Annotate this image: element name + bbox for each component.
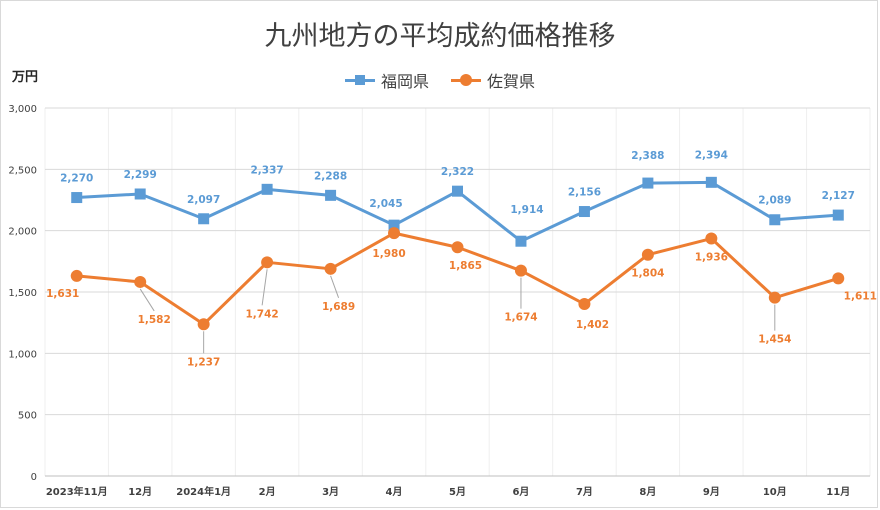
data-label-fukuoka: 2,127 bbox=[822, 190, 855, 202]
legend-item-saga: 佐賀県 bbox=[451, 68, 535, 92]
data-label-fukuoka: 2,322 bbox=[441, 166, 474, 178]
data-point-fukuoka bbox=[578, 206, 590, 218]
x-tick-label: 6月 bbox=[512, 486, 529, 498]
data-point-fukuoka bbox=[769, 214, 781, 226]
data-point-fukuoka bbox=[515, 235, 527, 247]
data-label-fukuoka: 2,394 bbox=[695, 149, 728, 161]
x-tick-label: 11月 bbox=[826, 486, 850, 498]
legend-swatch-fukuoka bbox=[344, 74, 375, 86]
y-tick-label: 0 bbox=[31, 472, 37, 483]
x-tick-label: 2023年11月 bbox=[46, 485, 108, 498]
data-label-saga: 1,742 bbox=[246, 308, 279, 320]
legend-label-fukuoka: 福岡県 bbox=[380, 72, 429, 91]
x-tick-label: 5月 bbox=[449, 486, 466, 498]
data-label-fukuoka: 2,337 bbox=[251, 164, 284, 176]
x-tick-label: 8月 bbox=[639, 486, 656, 498]
data-point-saga bbox=[451, 241, 464, 254]
data-label-saga: 1,402 bbox=[576, 319, 609, 331]
y-tick-label: 1,500 bbox=[8, 288, 37, 299]
data-label-saga: 1,674 bbox=[504, 312, 537, 324]
y-tick-label: 3,000 bbox=[8, 104, 37, 115]
data-point-fukuoka bbox=[71, 192, 83, 204]
data-label-saga: 1,689 bbox=[322, 301, 355, 313]
data-label-fukuoka: 2,156 bbox=[568, 187, 601, 199]
x-tick-label: 2月 bbox=[259, 486, 276, 498]
y-axis-unit-label: 万円 bbox=[12, 70, 39, 85]
y-tick-label: 500 bbox=[18, 411, 37, 422]
data-point-saga bbox=[578, 298, 591, 311]
data-point-saga bbox=[388, 227, 401, 240]
data-label-leader bbox=[330, 275, 340, 298]
x-tick-label: 2024年1月 bbox=[176, 485, 231, 498]
data-point-saga bbox=[768, 291, 781, 304]
data-label-saga: 1,582 bbox=[138, 314, 171, 326]
data-point-saga bbox=[324, 262, 337, 275]
data-point-fukuoka bbox=[642, 177, 654, 189]
data-label-fukuoka: 2,288 bbox=[314, 170, 347, 182]
data-point-fukuoka bbox=[198, 213, 210, 225]
data-point-fukuoka bbox=[705, 176, 717, 188]
x-tick-label: 7月 bbox=[576, 486, 593, 498]
y-tick-label: 2,500 bbox=[8, 165, 37, 176]
data-point-saga bbox=[197, 318, 210, 331]
data-label-saga: 1,804 bbox=[631, 268, 664, 280]
data-point-fukuoka bbox=[261, 183, 273, 195]
x-tick-label: 3月 bbox=[322, 486, 339, 498]
data-point-saga bbox=[134, 275, 147, 288]
legend-item-fukuoka: 福岡県 bbox=[344, 68, 429, 92]
data-label-fukuoka: 2,270 bbox=[60, 173, 93, 185]
y-tick-label: 1,000 bbox=[8, 349, 37, 360]
data-point-fukuoka bbox=[325, 189, 337, 201]
data-label-fukuoka: 2,097 bbox=[187, 194, 220, 206]
data-point-saga bbox=[832, 272, 845, 285]
data-label-saga: 1,611 bbox=[844, 290, 877, 302]
data-point-saga bbox=[70, 269, 83, 282]
data-label-saga: 1,631 bbox=[46, 288, 79, 300]
data-label-fukuoka: 2,089 bbox=[758, 195, 791, 207]
x-tick-label: 9月 bbox=[703, 486, 720, 498]
x-tick-label: 12月 bbox=[128, 486, 152, 498]
data-label-saga: 1,980 bbox=[372, 248, 405, 260]
x-tick-label: 4月 bbox=[386, 486, 403, 498]
data-label-fukuoka: 2,388 bbox=[631, 150, 664, 162]
data-point-fukuoka bbox=[134, 188, 146, 200]
data-point-saga bbox=[514, 264, 527, 277]
data-point-saga bbox=[641, 248, 654, 261]
data-label-leader bbox=[139, 288, 155, 312]
data-point-saga bbox=[261, 256, 274, 269]
legend: 福岡県 佐賀県 bbox=[0, 68, 880, 92]
data-label-fukuoka: 1,914 bbox=[510, 204, 543, 216]
data-label-saga: 1,865 bbox=[449, 260, 482, 272]
data-label-saga: 1,936 bbox=[695, 252, 728, 264]
chart-title: 九州地方の平均成約価格推移 bbox=[264, 21, 616, 52]
data-label-fukuoka: 2,045 bbox=[369, 198, 402, 210]
data-point-saga bbox=[705, 232, 718, 245]
data-point-fukuoka bbox=[388, 219, 400, 231]
data-label-saga: 1,237 bbox=[187, 356, 220, 368]
legend-swatch-saga bbox=[451, 74, 481, 86]
data-label-saga: 1,454 bbox=[758, 334, 791, 346]
data-label-fukuoka: 2,299 bbox=[124, 169, 157, 181]
legend-label-saga: 佐賀県 bbox=[487, 72, 536, 91]
x-tick-label: 10月 bbox=[763, 486, 787, 498]
y-tick-label: 2,000 bbox=[8, 227, 37, 238]
data-point-fukuoka bbox=[452, 185, 463, 197]
data-label-leader bbox=[261, 269, 268, 306]
data-point-fukuoka bbox=[832, 209, 844, 221]
